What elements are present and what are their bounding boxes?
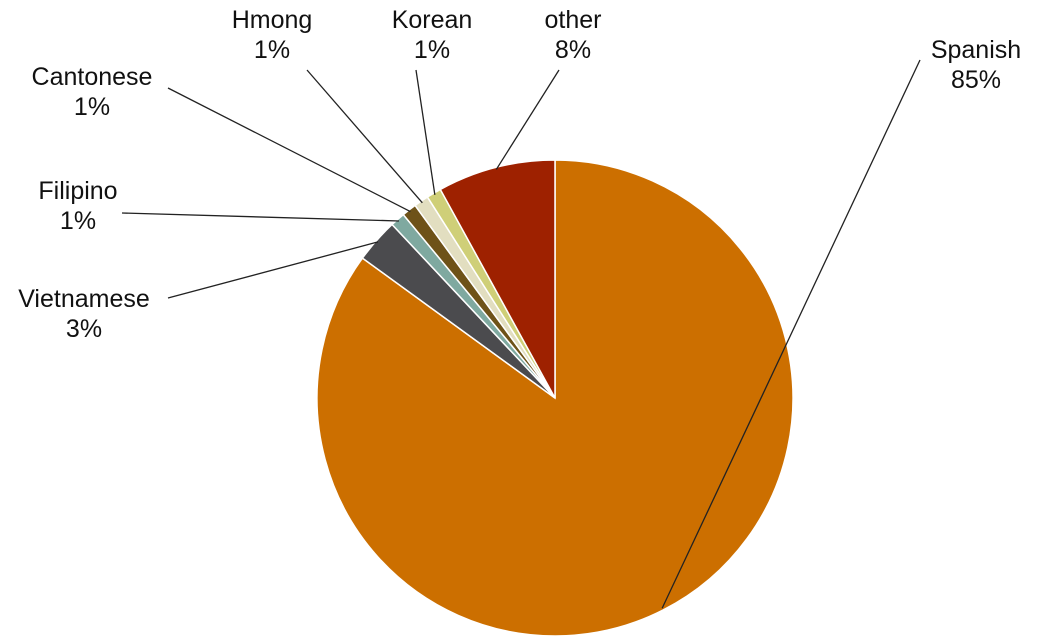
slice-label-korean: Korean: [392, 6, 473, 34]
leader-line-cantonese: [167, 87, 411, 213]
slice-label-filipino: Filipino: [38, 177, 117, 205]
leader-lines-layer: [121, 59, 921, 609]
slice-percent-cantonese: 1%: [74, 93, 110, 121]
slice-percent-spanish: 85%: [951, 66, 1001, 94]
leader-line-other: [495, 69, 560, 170]
slice-label-cantonese: Cantonese: [32, 63, 153, 91]
slice-percent-vietnamese: 3%: [66, 315, 102, 343]
labels-layer: Spanish85%Vietnamese3%Filipino1%Cantones…: [18, 6, 1021, 343]
leader-line-hmong: [306, 69, 423, 204]
slice-percent-other: 8%: [555, 36, 591, 64]
slices-layer: [316, 159, 794, 637]
leader-line-filipino: [121, 212, 399, 222]
leader-line-vietnamese: [167, 241, 379, 299]
leader-line-korean: [415, 69, 436, 195]
slice-percent-korean: 1%: [414, 36, 450, 64]
leader-line-spanish: [661, 59, 921, 609]
slice-label-spanish: Spanish: [931, 36, 1021, 64]
slice-label-other: other: [545, 6, 602, 34]
slice-percent-hmong: 1%: [254, 36, 290, 64]
slice-percent-filipino: 1%: [60, 207, 96, 235]
slice-label-vietnamese: Vietnamese: [18, 285, 150, 313]
pie-slice-other: [439, 159, 556, 399]
slice-label-hmong: Hmong: [232, 6, 313, 34]
